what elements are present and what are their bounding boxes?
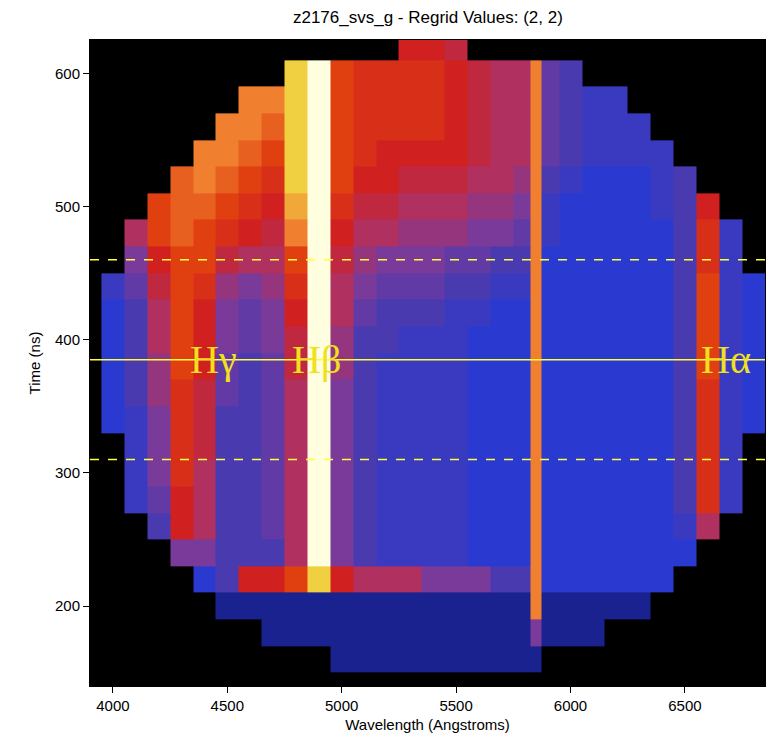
svg-text:5000: 5000 xyxy=(325,697,358,714)
svg-text:Hβ: Hβ xyxy=(292,337,341,382)
svg-text:600: 600 xyxy=(55,65,80,82)
svg-text:4500: 4500 xyxy=(211,697,244,714)
svg-text:6500: 6500 xyxy=(668,697,701,714)
svg-text:Wavelength (Angstroms): Wavelength (Angstroms) xyxy=(345,716,510,733)
svg-text:Hγ: Hγ xyxy=(190,337,237,382)
svg-text:Hα: Hα xyxy=(701,337,751,382)
svg-text:400: 400 xyxy=(55,331,80,348)
svg-text:300: 300 xyxy=(55,464,80,481)
svg-text:z2176_svs_g - Regrid Values: (: z2176_svs_g - Regrid Values: (2, 2) xyxy=(293,8,563,27)
svg-text:Time (ns): Time (ns) xyxy=(26,332,43,395)
svg-text:200: 200 xyxy=(55,597,80,614)
svg-text:500: 500 xyxy=(55,198,80,215)
svg-text:5500: 5500 xyxy=(439,697,472,714)
svg-text:4000: 4000 xyxy=(96,697,129,714)
svg-text:6000: 6000 xyxy=(554,697,587,714)
